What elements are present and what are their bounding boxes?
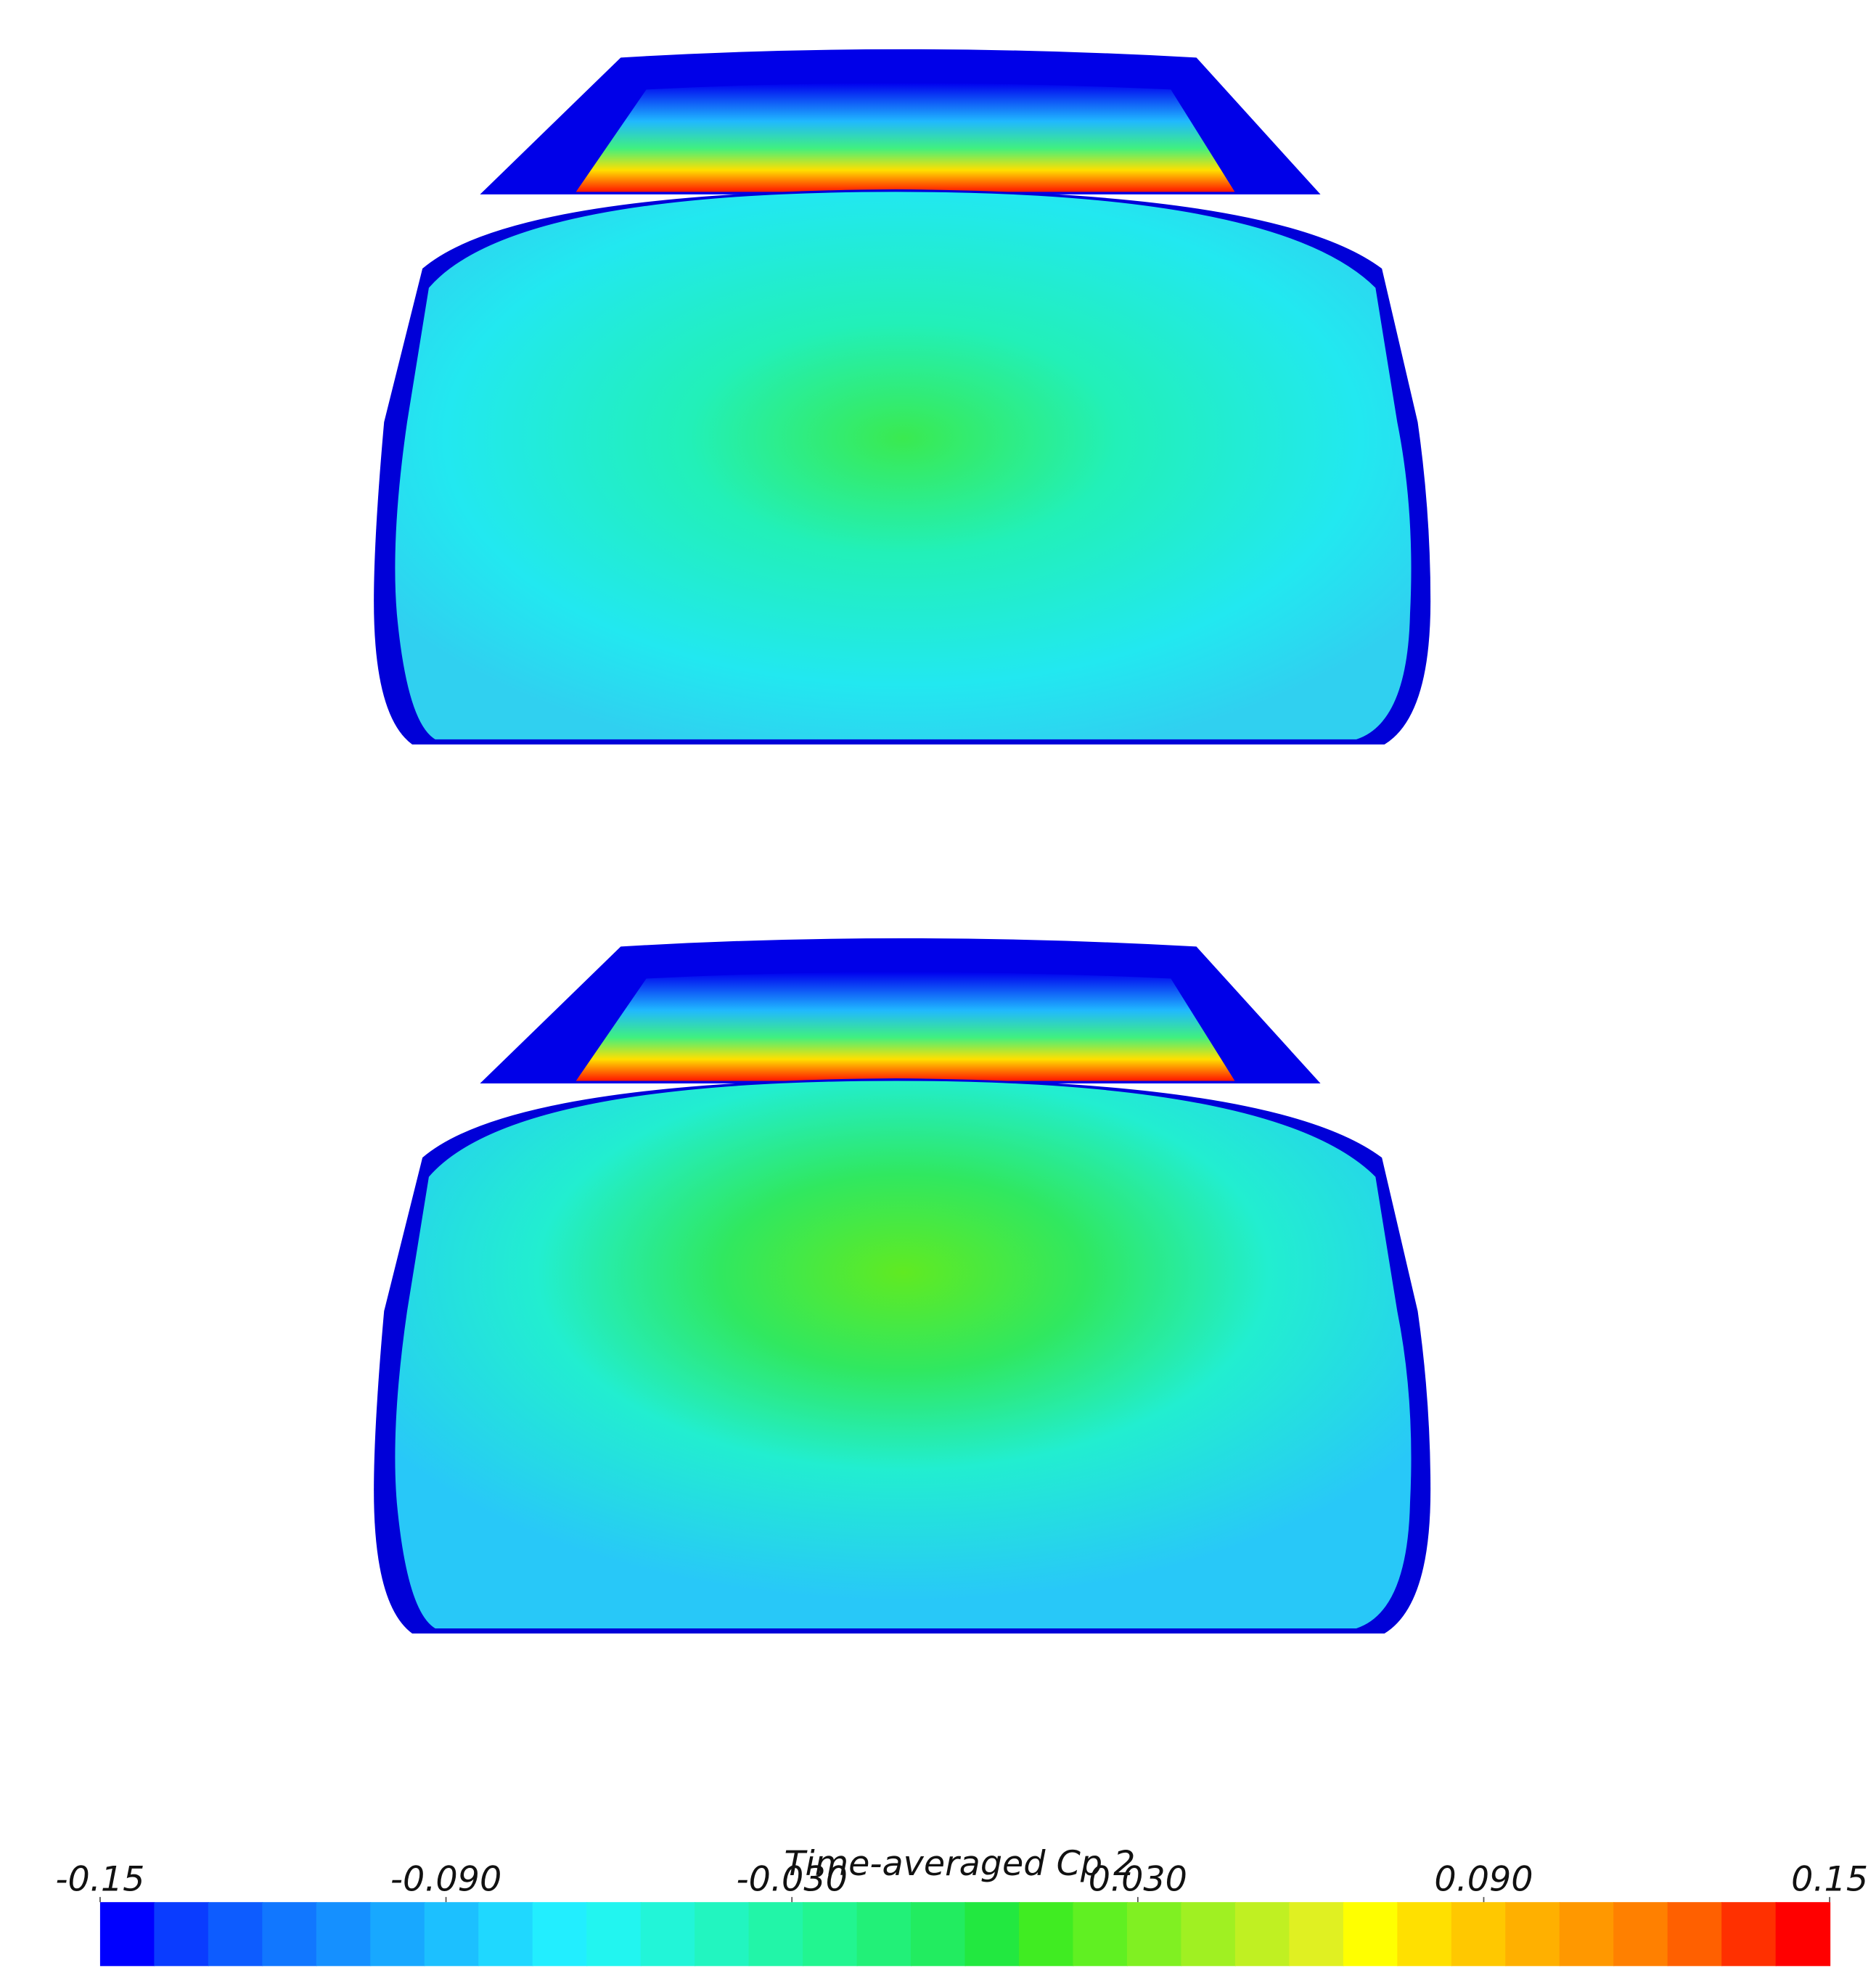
color-swatch bbox=[856, 1902, 912, 1967]
tick-label: -0.090 bbox=[390, 1859, 501, 1899]
car-render-top bbox=[374, 49, 1431, 745]
color-swatch bbox=[1451, 1902, 1507, 1967]
color-swatch bbox=[748, 1902, 804, 1967]
color-swatch bbox=[1505, 1902, 1560, 1967]
color-swatch bbox=[532, 1902, 588, 1967]
colorbar: -0.15 -0.090 -0.030 0.030 0.090 0.15 bbox=[55, 1859, 1868, 1967]
tick-label: -0.15 bbox=[55, 1859, 144, 1899]
color-swatch bbox=[1667, 1902, 1723, 1967]
color-swatch bbox=[1018, 1902, 1074, 1967]
color-swatch bbox=[1289, 1902, 1344, 1967]
color-swatch bbox=[1721, 1902, 1777, 1967]
color-swatch bbox=[1775, 1902, 1831, 1967]
color-swatch bbox=[1181, 1902, 1236, 1967]
color-swatch bbox=[262, 1902, 317, 1967]
color-swatch bbox=[1559, 1902, 1615, 1967]
color-swatch bbox=[1126, 1902, 1182, 1967]
colorbar-title: Time-averaged Cp 2 bbox=[784, 1844, 1135, 1884]
tick-label: 0.090 bbox=[1434, 1859, 1533, 1899]
color-swatch bbox=[1234, 1902, 1290, 1967]
tick-label: -0.030 bbox=[737, 1859, 848, 1899]
color-swatch bbox=[99, 1902, 155, 1967]
tick-label: 0.15 bbox=[1791, 1859, 1868, 1899]
color-swatch bbox=[316, 1902, 372, 1967]
color-swatch bbox=[586, 1902, 642, 1967]
color-swatch bbox=[911, 1902, 966, 1967]
color-swatch bbox=[1613, 1902, 1668, 1967]
color-swatch bbox=[695, 1902, 750, 1967]
color-swatch bbox=[803, 1902, 858, 1967]
color-swatch bbox=[478, 1902, 533, 1967]
color-swatch bbox=[964, 1902, 1020, 1967]
color-swatch bbox=[1397, 1902, 1452, 1967]
color-swatch bbox=[640, 1902, 696, 1967]
color-swatch bbox=[208, 1902, 263, 1967]
color-swatch bbox=[154, 1902, 209, 1967]
color-swatch bbox=[424, 1902, 480, 1967]
tick-label: 0.030 bbox=[1089, 1859, 1187, 1899]
color-swatch bbox=[1343, 1902, 1398, 1967]
car-render-bottom bbox=[374, 938, 1431, 1634]
color-swatch bbox=[1073, 1902, 1129, 1967]
color-swatch bbox=[370, 1902, 425, 1967]
